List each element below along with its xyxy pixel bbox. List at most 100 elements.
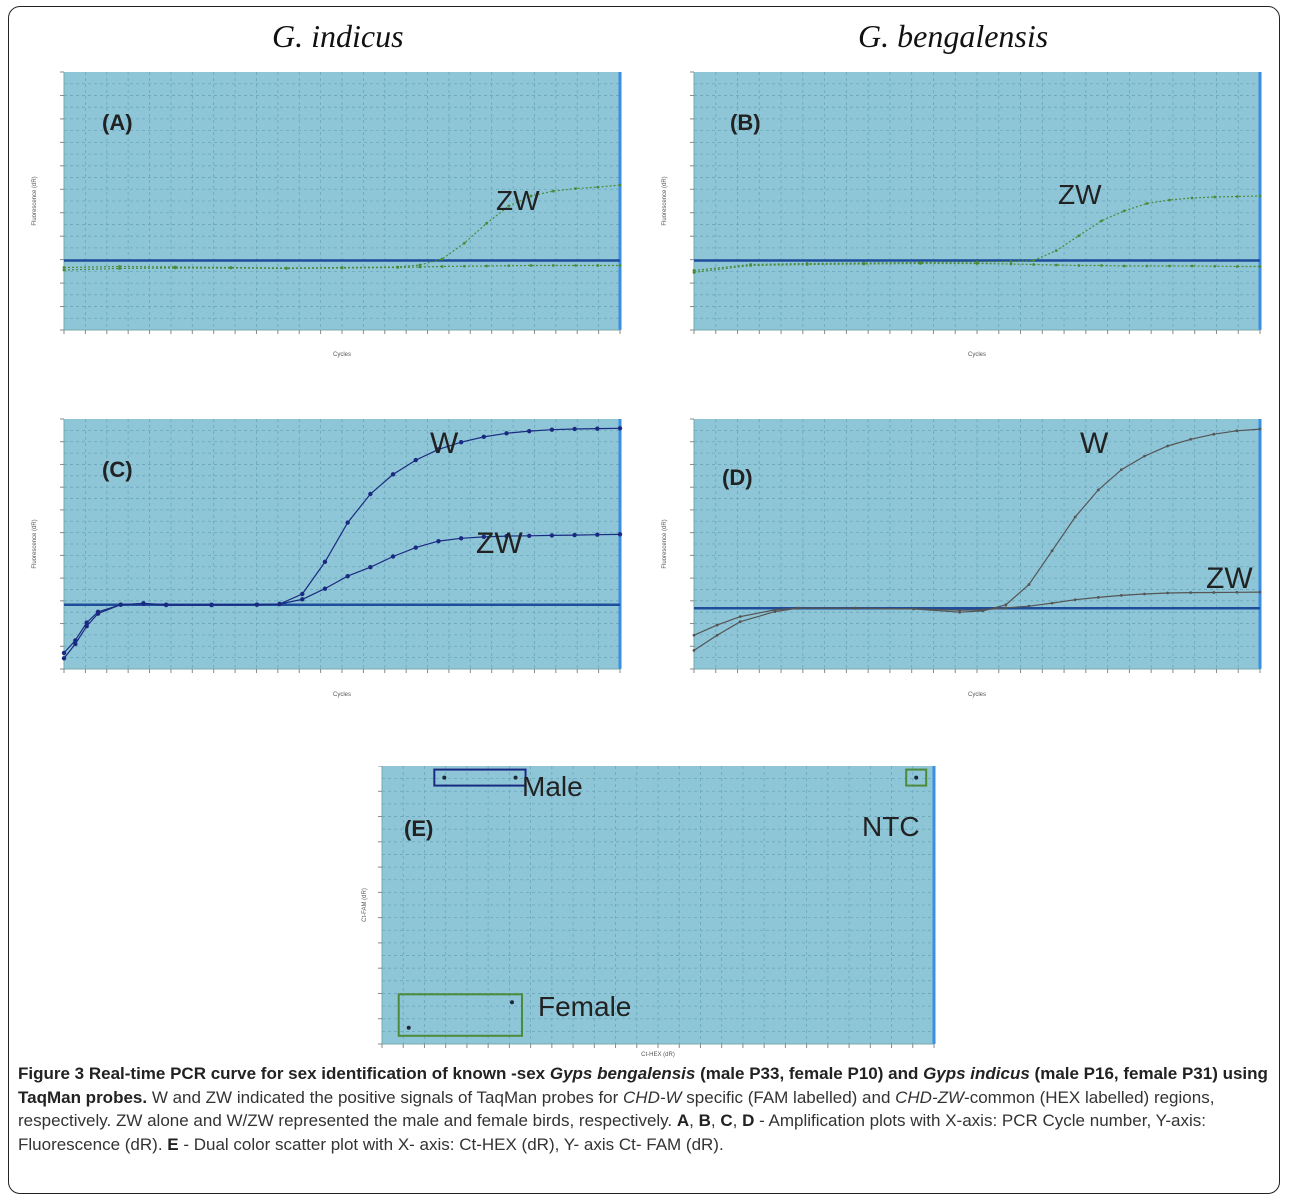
data-point <box>1235 429 1239 433</box>
data-point <box>504 533 509 539</box>
data-point <box>692 271 696 274</box>
data-point <box>529 264 533 267</box>
group-box-ntc <box>905 768 928 787</box>
data-point <box>458 536 464 541</box>
data-point <box>1032 259 1035 262</box>
x-axis-label: Ct-HEX (dR) <box>641 1052 675 1058</box>
scatter-point-female <box>406 1025 411 1030</box>
data-point <box>975 262 979 265</box>
annotation-ntc: NTC <box>862 811 920 842</box>
data-point <box>418 265 422 269</box>
data-point <box>715 623 719 627</box>
annotation-female: Female <box>538 991 631 1022</box>
x-axis-label: Cycles <box>968 692 986 698</box>
data-point <box>73 641 78 647</box>
data-point <box>862 262 866 266</box>
caption-comma-2: , <box>710 1111 721 1130</box>
data-point <box>1189 591 1193 595</box>
panel-a: Cycles Fluorescence (dR) (A) ZW <box>28 68 628 358</box>
caption-letter-c: C <box>720 1111 733 1130</box>
data-point <box>527 533 532 538</box>
annotation-zw: ZW <box>496 185 540 216</box>
panel-label: (C) <box>102 457 133 482</box>
panel-label: (E) <box>404 816 433 841</box>
data-point <box>481 434 487 440</box>
panel-e: Ct-HEX (dR) Ct-FAM (dR) (E) Male NTC Female <box>358 766 950 1058</box>
data-point <box>1145 264 1149 268</box>
data-point <box>1213 195 1217 199</box>
x-axis-label: Cycles <box>333 352 351 358</box>
data-point <box>1213 264 1217 268</box>
data-point <box>173 266 177 270</box>
data-point <box>1050 549 1054 553</box>
data-point <box>912 607 915 611</box>
data-point <box>61 656 67 661</box>
annotation-w: W <box>1080 427 1109 460</box>
data-point <box>1050 601 1054 605</box>
data-point <box>617 532 623 537</box>
data-point <box>118 265 121 268</box>
group-box-female <box>397 993 523 1037</box>
data-point <box>527 428 532 434</box>
data-point <box>485 264 488 268</box>
data-point <box>1190 264 1194 268</box>
data-point <box>1004 606 1008 610</box>
panel-d: Cycles Fluorescence (dR) (D) W ZW <box>658 413 1268 698</box>
data-point <box>572 532 577 538</box>
chart-e: Ct-HEX (dR) Ct-FAM (dR) (E) Male NTC Female <box>362 766 936 1058</box>
data-point <box>958 610 962 614</box>
scatter-point-male <box>442 775 447 780</box>
data-point <box>618 183 622 187</box>
data-point <box>1166 591 1169 595</box>
panel-label: (D) <box>722 465 753 490</box>
caption-letter-d: D <box>742 1111 755 1130</box>
data-point <box>715 633 719 637</box>
panel-label: (B) <box>730 110 761 135</box>
caption-body-1: W and ZW indicated the positive signals … <box>147 1087 624 1107</box>
data-point <box>1009 262 1013 266</box>
caption-body-5: - Dual color scatter plot with X- axis: … <box>178 1134 724 1154</box>
data-point <box>529 194 533 198</box>
data-point <box>1168 264 1171 268</box>
data-point <box>340 266 344 270</box>
caption-fig-label: Figure 3 <box>18 1064 85 1083</box>
caption-letter-a: A <box>676 1111 690 1130</box>
data-point <box>436 538 441 544</box>
data-point <box>1054 263 1058 267</box>
data-point <box>1100 264 1103 267</box>
data-point <box>1027 604 1031 608</box>
data-point <box>919 262 922 265</box>
data-point <box>118 602 123 607</box>
data-point <box>504 431 509 436</box>
figure-frame <box>8 6 1280 1194</box>
data-point <box>1143 454 1146 458</box>
chart-d: Cycles Fluorescence (dR) (D) W ZW <box>662 418 1262 698</box>
data-point <box>1235 590 1239 594</box>
data-point <box>462 264 466 268</box>
data-point <box>1258 194 1262 198</box>
caption-species-2: Gyps indicus <box>923 1064 1030 1083</box>
y-axis-label: Fluorescence (dR) <box>662 519 668 568</box>
data-point <box>507 204 511 208</box>
data-point <box>507 264 511 268</box>
data-point <box>749 264 752 267</box>
panel-label: (A) <box>102 110 133 135</box>
data-point <box>1258 427 1262 431</box>
chart-b: Cycles Fluorescence (dR) (B) ZW <box>662 71 1262 358</box>
data-point <box>322 586 328 591</box>
caption-letter-e: E <box>167 1134 179 1154</box>
x-axis-label: Cycles <box>333 692 351 698</box>
data-point <box>84 620 89 625</box>
data-point <box>551 264 555 267</box>
data-point <box>1235 265 1239 268</box>
data-point <box>958 608 962 612</box>
scatter-point-ntc <box>914 775 919 780</box>
data-point <box>62 266 66 269</box>
data-point <box>1027 583 1031 586</box>
caption-title-3: (male P16, female P31) using TaqMan prob… <box>18 1064 1268 1107</box>
data-point <box>1235 195 1239 198</box>
data-point <box>596 264 600 267</box>
data-point <box>854 606 858 610</box>
data-point <box>617 426 623 431</box>
data-point <box>436 447 441 452</box>
